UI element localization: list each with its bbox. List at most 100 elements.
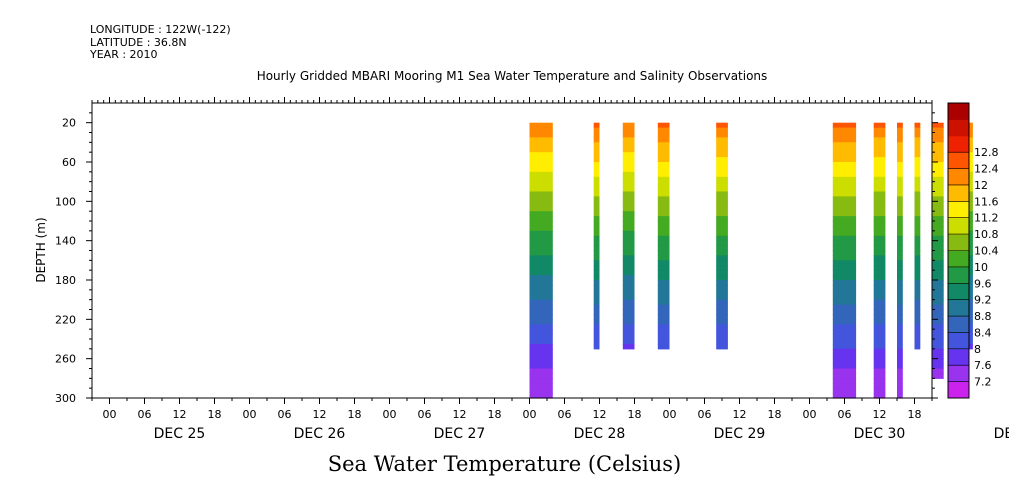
data-cell	[897, 260, 903, 266]
data-cell	[914, 339, 921, 345]
data-cell	[622, 280, 635, 286]
data-cell	[832, 245, 857, 252]
data-cell	[832, 373, 857, 379]
data-cell	[932, 348, 944, 355]
data-cell	[932, 216, 944, 222]
colorbar-swatch	[948, 348, 969, 366]
data-cell	[932, 368, 944, 374]
data-cell	[529, 137, 553, 143]
data-cell	[897, 319, 903, 325]
data-cell	[593, 206, 600, 212]
data-cell	[914, 299, 921, 306]
data-cell	[657, 196, 670, 202]
x-hour-label: 12	[733, 408, 747, 421]
data-cell	[832, 171, 857, 178]
data-cell	[873, 304, 886, 311]
data-cell	[529, 275, 553, 281]
data-cell	[873, 309, 886, 315]
data-cell	[914, 142, 921, 148]
data-cell	[897, 309, 903, 315]
data-cell	[832, 191, 857, 197]
data-cell	[529, 255, 553, 261]
data-cell	[873, 294, 886, 301]
data-cell	[932, 176, 944, 183]
data-cell	[593, 171, 600, 178]
data-cell	[529, 348, 553, 355]
latitude-label: LATITUDE : 36.8N	[90, 36, 187, 49]
x-day-label: DEC 30	[854, 426, 906, 442]
data-cell	[716, 260, 728, 266]
data-cell	[932, 275, 944, 281]
data-cell	[832, 196, 857, 202]
data-cell	[529, 363, 553, 370]
data-cell	[593, 137, 600, 143]
data-cell	[914, 176, 921, 183]
data-cell	[529, 289, 553, 296]
data-cell	[832, 211, 857, 217]
data-cell	[657, 122, 670, 129]
data-cell	[932, 314, 944, 320]
data-cell	[529, 186, 553, 193]
data-cell	[832, 181, 857, 188]
data-cell	[873, 230, 886, 237]
data-cell	[657, 235, 670, 242]
data-cell	[873, 299, 886, 306]
data-cell	[622, 275, 635, 281]
data-cell	[529, 157, 553, 163]
data-cell	[932, 122, 944, 129]
data-cell	[832, 250, 857, 256]
data-cell	[593, 157, 600, 163]
data-cell	[873, 235, 886, 242]
data-cell	[593, 216, 600, 222]
data-cell	[832, 299, 857, 306]
data-cell	[622, 343, 635, 350]
x-hour-label: 06	[138, 408, 152, 421]
data-cell	[529, 221, 553, 227]
data-cell	[932, 245, 944, 252]
data-cell	[657, 260, 670, 266]
data-cell	[897, 280, 903, 286]
data-profile-column	[832, 122, 857, 399]
data-cell	[832, 329, 857, 335]
data-cell	[932, 270, 944, 276]
data-cell	[873, 280, 886, 286]
data-cell	[716, 206, 728, 212]
data-cell	[932, 289, 944, 296]
data-cell	[832, 363, 857, 370]
colorbar-swatch	[948, 135, 969, 153]
data-cell	[657, 289, 670, 296]
data-cell	[716, 334, 728, 340]
data-cell	[529, 191, 553, 197]
data-cell	[832, 186, 857, 193]
data-cell	[897, 270, 903, 276]
data-cell	[593, 309, 600, 315]
data-cell	[832, 343, 857, 350]
x-day-label: DEC 27	[434, 426, 486, 442]
data-cell	[897, 132, 903, 138]
data-cell	[914, 147, 921, 153]
data-cell	[529, 206, 553, 212]
data-cell	[529, 353, 553, 360]
data-cell	[832, 319, 857, 325]
data-cell	[529, 393, 553, 399]
data-cell	[873, 132, 886, 138]
data-cell	[914, 221, 921, 227]
x-hour-label: 12	[173, 408, 187, 421]
data-cell	[897, 137, 903, 143]
data-cell	[873, 196, 886, 202]
data-cell	[832, 353, 857, 360]
data-cell	[873, 137, 886, 143]
data-cell	[593, 329, 600, 335]
data-cell	[832, 147, 857, 153]
data-cell	[832, 260, 857, 266]
data-cell	[593, 280, 600, 286]
data-cell	[932, 157, 944, 163]
data-cell	[716, 270, 728, 276]
data-cell	[529, 235, 553, 242]
data-cell	[716, 152, 728, 158]
data-cell	[873, 240, 886, 247]
data-cell	[716, 186, 728, 193]
data-cell	[657, 206, 670, 212]
data-cell	[832, 157, 857, 163]
